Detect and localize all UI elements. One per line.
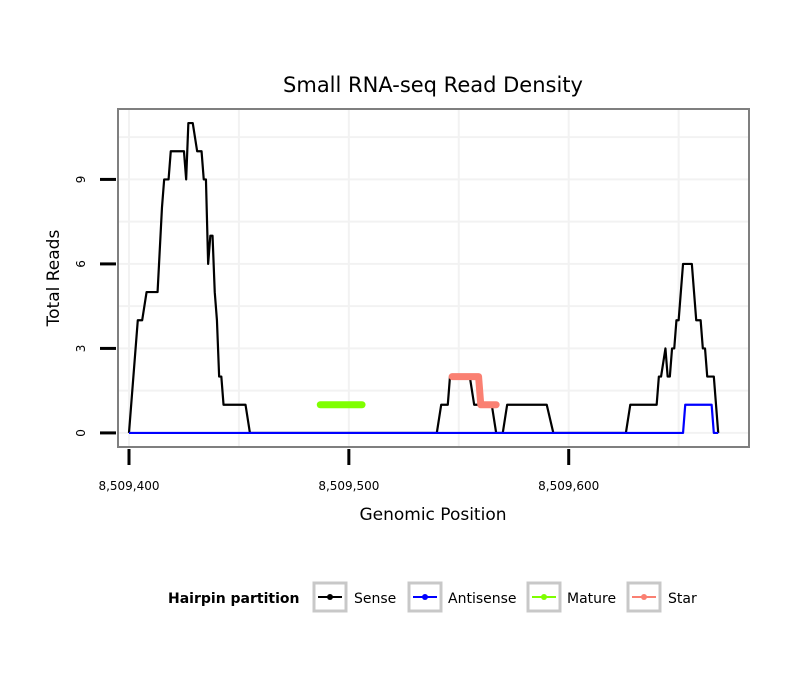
plot-panel bbox=[117, 108, 750, 448]
legend-item-antisense: Antisense bbox=[407, 581, 517, 613]
legend-label-star: Star bbox=[668, 591, 697, 607]
series-star bbox=[448, 373, 500, 409]
x-axis: 8,509,400 8,509,500 8,509,600 bbox=[98, 449, 599, 493]
legend-key-point bbox=[327, 594, 333, 600]
legend-key-point bbox=[422, 594, 428, 600]
legend-label-mature: Mature bbox=[567, 591, 616, 607]
x-tick-label: 8,509,600 bbox=[538, 479, 599, 493]
legend-label-antisense: Antisense bbox=[448, 591, 517, 607]
x-tick-label: 8,509,400 bbox=[98, 479, 159, 493]
plot-panel-border bbox=[117, 108, 750, 448]
legend-item-sense: Sense bbox=[312, 581, 396, 613]
grid bbox=[119, 110, 748, 446]
legend-title: Hairpin partition bbox=[168, 591, 299, 607]
y-tick-label: 6 bbox=[74, 260, 88, 268]
chart-title: Small RNA-seq Read Density bbox=[283, 73, 583, 97]
series-layer bbox=[127, 121, 720, 435]
legend-key-point bbox=[641, 594, 647, 600]
legend-label-sense: Sense bbox=[354, 591, 396, 607]
legend: Hairpin partition Sense Antisense Mature… bbox=[168, 581, 697, 613]
y-tick-label: 9 bbox=[74, 176, 88, 184]
y-tick-label: 0 bbox=[74, 429, 88, 437]
legend-item-mature: Mature bbox=[526, 581, 616, 613]
legend-key-point bbox=[541, 594, 547, 600]
legend-item-star: Star bbox=[626, 581, 697, 613]
series-sense bbox=[127, 121, 720, 435]
x-axis-title: Genomic Position bbox=[359, 505, 506, 525]
y-axis-title: Total Reads bbox=[44, 230, 64, 328]
series-antisense bbox=[128, 403, 719, 435]
y-tick-label: 3 bbox=[74, 345, 88, 353]
y-axis: 0 3 6 9 bbox=[74, 176, 116, 437]
x-tick-label: 8,509,500 bbox=[318, 479, 379, 493]
